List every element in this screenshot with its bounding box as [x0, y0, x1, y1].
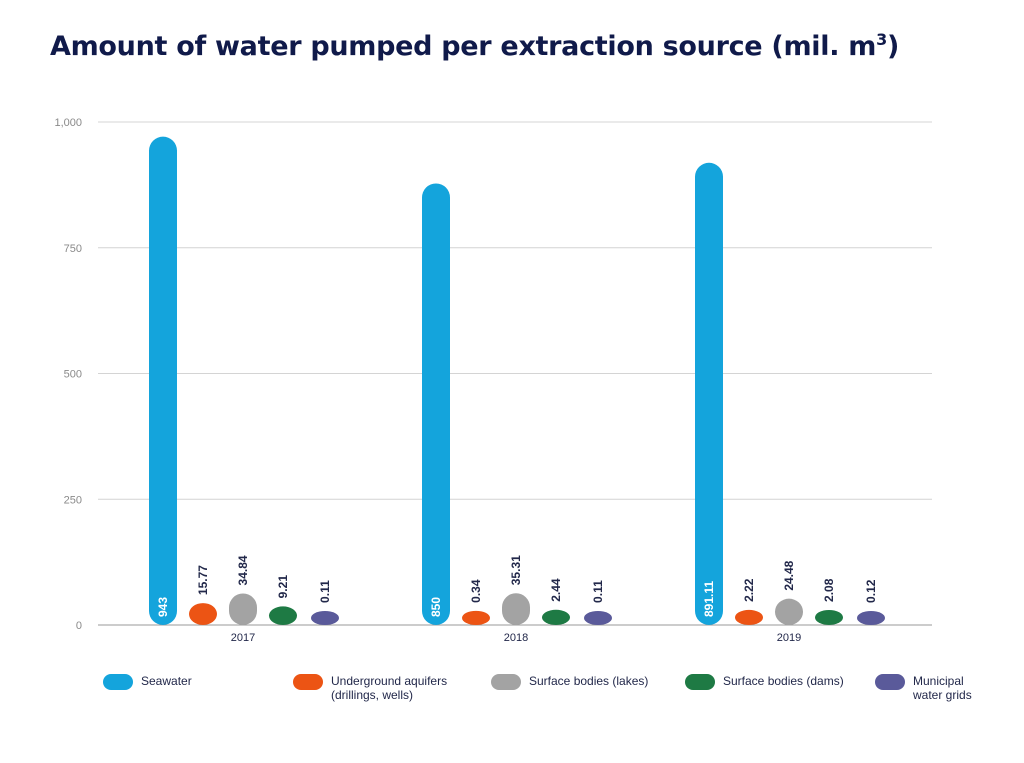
legend-swatch [293, 674, 323, 690]
data-label: 850 [429, 597, 443, 617]
legend-item-underground-aquifers: Underground aquifers (drillings, wells) [293, 674, 491, 702]
data-label: 0.11 [591, 580, 605, 603]
bar [229, 593, 257, 625]
bar-chart: 0 250 500 750 1,000 943 15.77 34.84 9.21 0.11 850… [54, 117, 932, 644]
legend-label-line: Municipal [913, 674, 964, 688]
legend-swatch [103, 674, 133, 690]
data-label: 0.12 [864, 579, 878, 603]
legend-item-municipal: Municipal water grids [875, 674, 1024, 702]
data-label: 35.31 [509, 555, 523, 585]
legend-label-line: (drillings, wells) [331, 688, 414, 702]
bar [735, 609, 763, 625]
data-label: 0.34 [469, 579, 483, 603]
bar [462, 610, 490, 625]
bar [422, 183, 450, 625]
y-axis-ticks: 0 250 500 750 1,000 [54, 117, 82, 632]
bar [775, 598, 803, 625]
y-tick-label: 750 [64, 243, 82, 255]
legend-item-seawater: Seawater [103, 674, 293, 702]
legend-swatch [875, 674, 905, 690]
y-tick-label: 500 [64, 369, 82, 381]
bar [149, 136, 177, 625]
legend-label-line: water grids [913, 688, 972, 702]
bar [189, 603, 217, 625]
y-tick-label: 250 [64, 494, 82, 506]
legend-label: Surface bodies (lakes) [529, 674, 654, 688]
legend-label-line: Surface bodies (lakes) [529, 674, 649, 688]
legend-label: Seawater [141, 674, 266, 688]
chart-title-main: Amount of water pumped per extraction so… [50, 31, 877, 62]
y-tick-label: 0 [76, 620, 82, 632]
legend-label: Municipal water grids [913, 674, 1024, 702]
data-label: 891.11 [702, 581, 716, 617]
data-label: 9.21 [276, 575, 290, 599]
legend-label-line: Surface bodies (dams) [723, 674, 844, 688]
data-label: 2.22 [742, 578, 756, 602]
legend-swatch [491, 674, 521, 690]
legend-label: Surface bodies (dams) [723, 674, 848, 688]
data-label: 15.77 [196, 565, 210, 595]
y-tick-label: 1,000 [54, 117, 82, 129]
data-label: 943 [156, 597, 170, 617]
bar [542, 609, 570, 625]
bars: 943 15.77 34.84 9.21 0.11 850 0.34 35.31 2.44 0.1… [149, 136, 885, 625]
data-label: 34.84 [236, 555, 250, 585]
bar [502, 593, 530, 625]
data-label: 24.48 [782, 560, 796, 590]
legend-label-line: Seawater [141, 674, 192, 688]
data-label: 2.44 [549, 578, 563, 602]
x-tick-label: 2018 [504, 632, 528, 644]
chart-title-superscript: 3 [876, 30, 887, 49]
bar [695, 162, 723, 625]
bar [584, 610, 612, 625]
bar [269, 606, 297, 625]
chart-title: Amount of water pumped per extraction so… [50, 30, 899, 62]
legend-swatch [685, 674, 715, 690]
gridlines [98, 121, 932, 626]
chart-title-end: ) [886, 31, 899, 62]
legend-item-surface-lakes: Surface bodies (lakes) [491, 674, 685, 702]
x-tick-label: 2017 [231, 632, 255, 644]
x-axis-ticks: 2017 2018 2019 [231, 632, 801, 644]
data-label: 0.11 [318, 580, 332, 603]
legend-label: Underground aquifers (drillings, wells) [331, 674, 456, 702]
legend: Seawater Underground aquifers (drillings… [103, 674, 1024, 702]
bar [815, 609, 843, 625]
bar [857, 610, 885, 625]
legend-item-surface-dams: Surface bodies (dams) [685, 674, 875, 702]
bar [311, 610, 339, 625]
x-tick-label: 2019 [777, 632, 801, 644]
data-label: 2.08 [822, 578, 836, 602]
legend-label-line: Underground aquifers [331, 674, 448, 688]
